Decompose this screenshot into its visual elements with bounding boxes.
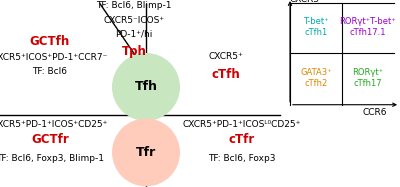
Text: Tfr: Tfr (136, 146, 156, 159)
Text: CXCR5⁻ICOS⁺: CXCR5⁻ICOS⁺ (104, 16, 164, 25)
Text: PD-1⁺/hi: PD-1⁺/hi (115, 29, 153, 38)
Text: GCTfr: GCTfr (31, 133, 69, 146)
Text: CXCR3: CXCR3 (290, 0, 320, 4)
Text: CXCR5⁺ICOS⁺PD-1⁺CCR7⁻: CXCR5⁺ICOS⁺PD-1⁺CCR7⁻ (0, 53, 108, 62)
Text: GCTfh: GCTfh (30, 35, 70, 48)
Text: T-bet⁺
cTfh1: T-bet⁺ cTfh1 (303, 17, 329, 37)
Text: TF: Bcl6, Foxp3, Blimp-1: TF: Bcl6, Foxp3, Blimp-1 (0, 154, 104, 163)
Ellipse shape (112, 53, 180, 121)
Text: CXCR5⁺PD-1⁺ICOSᴸ⁰CD25⁺: CXCR5⁺PD-1⁺ICOSᴸ⁰CD25⁺ (183, 120, 301, 129)
Text: cTfh: cTfh (212, 68, 240, 81)
Text: cTfr: cTfr (229, 133, 255, 146)
Text: TF: Bcl6: TF: Bcl6 (32, 67, 68, 76)
Text: CXCR5⁺PD-1⁺ICOS⁺CD25⁺: CXCR5⁺PD-1⁺ICOS⁺CD25⁺ (0, 120, 108, 129)
Text: TF: Bcl6, Blimp-1: TF: Bcl6, Blimp-1 (96, 1, 172, 10)
Text: CCR6: CCR6 (363, 108, 387, 117)
Text: RORγt⁺T-bet⁺
cTfh17.1: RORγt⁺T-bet⁺ cTfh17.1 (340, 17, 396, 37)
Text: CXCR5⁺: CXCR5⁺ (209, 52, 243, 61)
Text: GATA3⁺
cTfh2: GATA3⁺ cTfh2 (300, 68, 332, 88)
Ellipse shape (112, 118, 180, 186)
Text: Tph: Tph (122, 45, 146, 58)
Text: TF: Bcl6, Foxp3: TF: Bcl6, Foxp3 (208, 154, 276, 163)
Text: Tfh: Tfh (134, 80, 158, 94)
Text: RORγt⁺
cTfh17: RORγt⁺ cTfh17 (352, 68, 384, 88)
